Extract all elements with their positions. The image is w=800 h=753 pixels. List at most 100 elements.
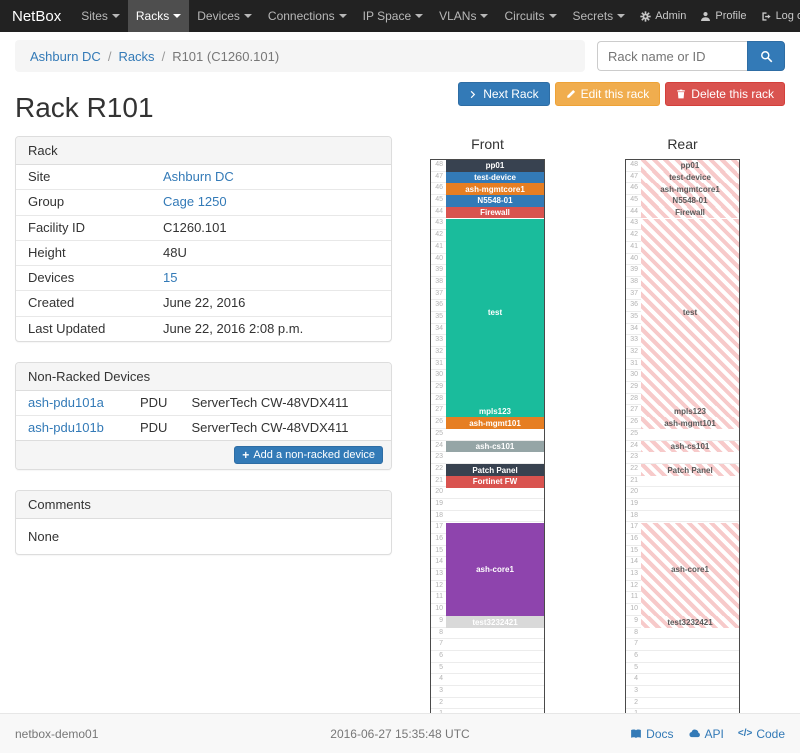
rack-device[interactable]: Firewall	[641, 206, 739, 219]
nav-item-connections[interactable]: Connections	[260, 0, 355, 32]
api-link[interactable]: API	[688, 727, 724, 741]
unit-number: 13	[435, 570, 443, 578]
attribute-row: Group Cage 1250	[16, 189, 391, 215]
delete-rack-button[interactable]: Delete this rack	[665, 82, 785, 106]
unit-number: 38	[435, 277, 443, 285]
rack-device[interactable]: ash-mgmtcore1	[641, 183, 739, 196]
unit-number: 39	[630, 266, 638, 274]
unit-number: 33	[435, 336, 443, 344]
unit-number: 34	[435, 324, 443, 332]
rack-device[interactable]: test	[641, 218, 739, 406]
next-rack-button[interactable]: Next Rack	[458, 82, 550, 106]
nav-item-admin[interactable]: Admin	[633, 0, 693, 32]
nav-item-label: Connections	[267, 9, 335, 23]
rack-device[interactable]: N5548-01	[446, 195, 544, 207]
nav-item-devices[interactable]: Devices	[189, 0, 260, 32]
rack-device[interactable]: test	[446, 218, 544, 406]
unit-number: 22	[630, 464, 638, 472]
unit-number: 36	[435, 301, 443, 309]
rack-device[interactable]: Patch Panel	[641, 464, 739, 476]
unit-number: 35	[630, 312, 638, 320]
rack-device[interactable]: ash-mgmt101	[446, 417, 544, 430]
nav-item-logout[interactable]: Log out	[754, 0, 800, 32]
nav-item-vlans[interactable]: VLANs	[431, 0, 496, 32]
unit-number: 44	[435, 207, 443, 215]
unit-number: 4	[634, 675, 638, 683]
chevron-down-icon	[480, 14, 489, 18]
rack-unit: 25	[431, 429, 544, 441]
rack-device[interactable]: Patch Panel	[446, 464, 544, 476]
edit-rack-button[interactable]: Edit this rack	[554, 82, 661, 106]
rack-device[interactable]: Firewall	[446, 206, 544, 219]
rack-device[interactable]: pp01	[446, 160, 544, 172]
attribute-value: 48U	[163, 244, 187, 260]
unit-number: 25	[630, 429, 638, 437]
rack-unit: 4	[431, 674, 544, 686]
unit-number: 33	[630, 336, 638, 344]
rack-device[interactable]: ash-core1	[446, 522, 544, 617]
rack-device[interactable]: ash-cs101	[446, 440, 544, 453]
rack-device[interactable]: ash-mgmt101	[641, 417, 739, 430]
device-type: ServerTech CW-48VDX411	[179, 415, 391, 441]
unit-number: 4	[439, 675, 443, 683]
unit-number: 11	[435, 593, 443, 601]
unit-number: 9	[439, 616, 443, 624]
unit-number: 32	[630, 348, 638, 355]
rack-device[interactable]: test-device	[641, 171, 739, 184]
rack-device[interactable]: mpls123	[641, 405, 739, 418]
breadcrumb-item[interactable]: Ashburn DC	[30, 48, 101, 64]
breadcrumb-row: Ashburn DC / Racks / R101 (C1260.101)	[15, 40, 785, 72]
rack-device[interactable]: test3232421	[446, 616, 544, 628]
unit-number: 27	[630, 406, 638, 414]
nav-item-sites[interactable]: Sites	[73, 0, 128, 32]
unit-number: 47	[435, 172, 443, 180]
rack-device[interactable]: mpls123	[446, 405, 544, 418]
trash-icon	[677, 89, 686, 99]
unit-number: 30	[435, 371, 443, 379]
attribute-value[interactable]: Ashburn DC	[163, 169, 234, 184]
table-row: ash-pdu101a PDU ServerTech CW-48VDX411	[16, 391, 391, 416]
search-input[interactable]	[597, 41, 747, 71]
rack-front-elevation: 48 47 46 45 44 43 42 41 40 39 38 37 36 35 34 33 32 31 30 29…	[430, 159, 545, 722]
unit-number: 48	[630, 161, 638, 168]
rack-rear-column: Rear 48 47 46 45 44 43 42 41 40 39 38 37 36 35 34 33 32 3…	[625, 136, 740, 722]
attribute-value[interactable]: 15	[163, 270, 178, 285]
rack-device[interactable]: test-device	[446, 171, 544, 184]
breadcrumb-item[interactable]: Racks	[118, 48, 155, 64]
attribute-value[interactable]: Cage 1250	[163, 194, 227, 210]
rack-unit: 20	[431, 487, 544, 499]
rack-device[interactable]: ash-mgmtcore1	[446, 183, 544, 196]
nav-item-secrets[interactable]: Secrets	[565, 0, 634, 32]
rack-unit: 18	[626, 511, 739, 523]
device-role: PDU	[140, 394, 168, 410]
add-non-racked-device-button[interactable]: + Add a non-racked device	[234, 446, 383, 465]
device-name-link[interactable]: ash-pdu101b	[28, 420, 104, 435]
unit-number: 24	[435, 441, 443, 449]
unit-number: 21	[435, 476, 443, 484]
rack-device[interactable]: Fortinet FW	[446, 475, 544, 488]
rack-device[interactable]: pp01	[641, 160, 739, 172]
nav-item-racks[interactable]: Racks	[127, 0, 190, 32]
code-link[interactable]: </> Code	[738, 727, 785, 741]
device-name-link[interactable]: ash-pdu101a	[28, 394, 104, 410]
unit-number: 43	[630, 219, 638, 227]
docs-link[interactable]: Docs	[630, 727, 674, 741]
book-icon	[631, 729, 642, 738]
search-button[interactable]	[747, 41, 785, 71]
nav-item-profile[interactable]: Profile	[693, 0, 753, 32]
unit-number: 26	[435, 418, 443, 426]
rack-device[interactable]: ash-cs101	[641, 440, 739, 453]
rack-device[interactable]: N5548-01	[641, 195, 739, 207]
nav-item-ip-space[interactable]: IP Space	[355, 0, 431, 32]
rack-unit: 7	[626, 639, 739, 651]
rack-device[interactable]: test3232421	[641, 616, 739, 628]
unit-number: 32	[435, 348, 443, 355]
unit-number: 35	[435, 312, 443, 320]
unit-number: 3	[439, 686, 443, 694]
rack-face-label: Front	[471, 136, 504, 152]
nav-item-circuits[interactable]: Circuits	[496, 0, 564, 32]
brand[interactable]: NetBox	[12, 7, 62, 25]
main-content: Rack Site Ashburn DC Group Cage 1250 Facilit…	[15, 136, 785, 722]
footer-hostname: netbox-demo01	[15, 726, 99, 741]
rack-device[interactable]: ash-core1	[641, 522, 739, 617]
